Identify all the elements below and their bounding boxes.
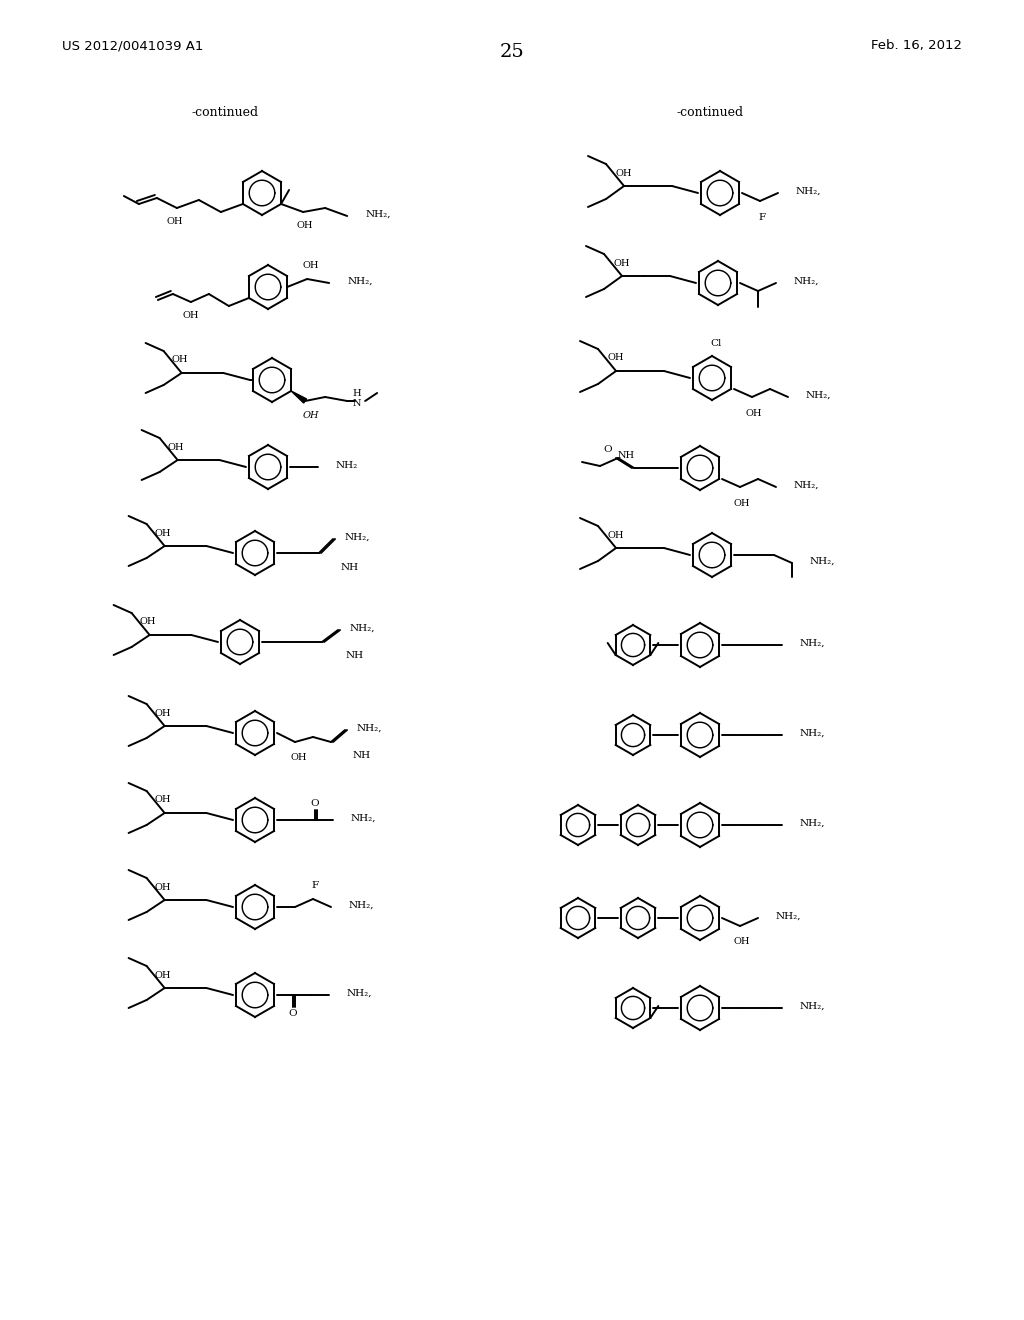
Text: O: O [289,1008,297,1018]
Text: OH: OH [303,260,319,269]
Text: OH: OH [303,411,319,420]
Text: NH₂,: NH₂, [810,557,836,565]
Text: NH₂,: NH₂, [357,723,383,733]
Text: NH₂,: NH₂, [794,276,819,285]
Text: OH: OH [171,355,187,364]
Text: US 2012/0041039 A1: US 2012/0041039 A1 [62,40,204,53]
Text: NH₂,: NH₂, [800,729,825,738]
Text: OH: OH [608,354,625,363]
Text: OH: OH [291,752,307,762]
Text: OH: OH [155,883,171,891]
Text: OH: OH [139,618,156,627]
Text: NH₂,: NH₂, [800,1002,825,1011]
Text: NH₂,: NH₂, [351,813,377,822]
Text: OH: OH [167,442,184,451]
Text: OH: OH [613,259,630,268]
Text: NH₂,: NH₂, [800,818,825,828]
Text: -continued: -continued [191,106,259,119]
Text: OH: OH [167,218,183,227]
Text: F: F [759,213,766,222]
Text: NH₂,: NH₂, [794,480,819,490]
Text: OH: OH [182,312,199,321]
Text: NH₂: NH₂ [336,461,358,470]
Text: NH₂,: NH₂, [800,639,825,648]
Text: NH: NH [346,652,365,660]
Text: NH₂,: NH₂, [347,989,373,998]
Text: OH: OH [155,796,171,804]
Text: O: O [310,800,319,808]
Text: OH: OH [608,531,625,540]
Text: NH₂,: NH₂, [345,532,371,541]
Text: OH: OH [155,709,171,718]
Text: NH: NH [617,451,635,461]
Text: OH: OH [155,528,171,537]
Text: H: H [353,388,361,397]
Text: NH₂,: NH₂, [366,210,390,219]
Text: NH: NH [353,751,371,760]
Text: O: O [604,446,612,454]
Text: N: N [353,400,361,408]
Text: OH: OH [297,222,313,231]
Text: OH: OH [734,499,751,507]
Text: NH: NH [341,562,359,572]
Text: OH: OH [734,937,751,946]
Text: Cl: Cl [711,339,722,348]
Text: Feb. 16, 2012: Feb. 16, 2012 [871,40,962,53]
Text: NH₂,: NH₂, [776,912,802,920]
Polygon shape [291,391,306,403]
Text: NH₂,: NH₂, [350,623,376,632]
Text: NH₂,: NH₂, [347,276,373,285]
Text: 25: 25 [500,44,524,61]
Text: NH₂,: NH₂, [796,186,821,195]
Text: -continued: -continued [677,106,743,119]
Text: F: F [311,880,318,890]
Text: OH: OH [745,408,762,417]
Text: OH: OH [155,970,171,979]
Text: NH₂,: NH₂, [806,391,831,400]
Text: NH₂,: NH₂, [349,900,375,909]
Text: OH: OH [615,169,632,177]
